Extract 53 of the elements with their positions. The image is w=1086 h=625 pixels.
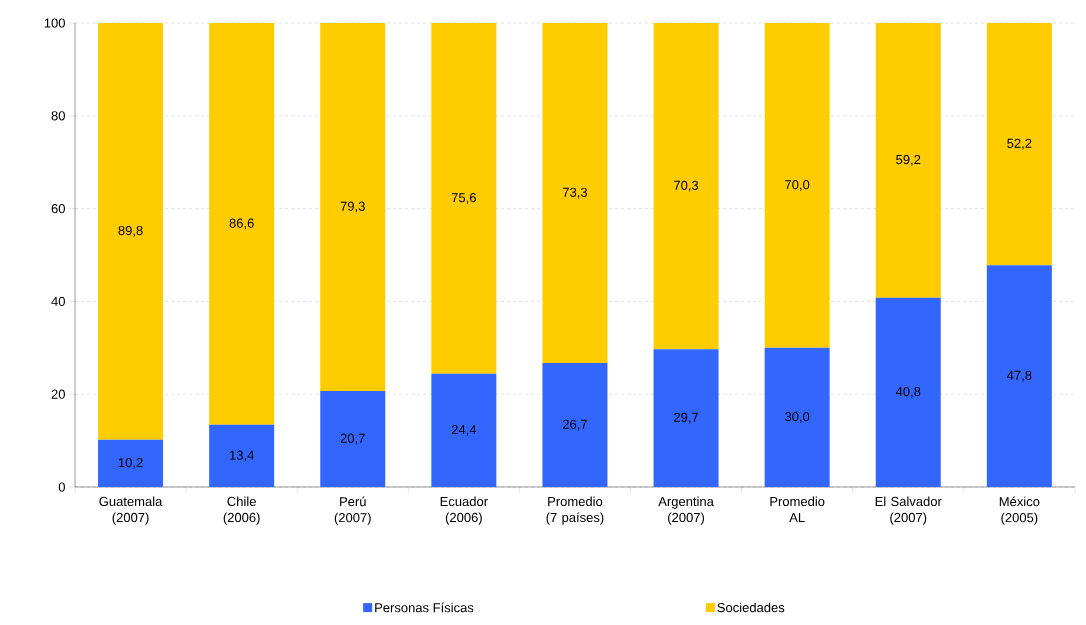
y-tick-label: 100 <box>44 18 65 28</box>
x-tick-label: El Salvador (2007) <box>875 496 942 525</box>
data-label: 26,7 <box>562 419 587 431</box>
data-label: 10,2 <box>118 457 143 469</box>
data-label: 47,8 <box>1007 370 1032 382</box>
data-label: 40,8 <box>895 386 921 398</box>
data-label: 70,3 <box>674 180 699 192</box>
bar <box>431 373 497 487</box>
bar <box>98 439 164 487</box>
data-label: 13,4 <box>229 450 254 462</box>
x-tick-label: Ecuador (2006) <box>440 496 488 525</box>
data-label: 29,7 <box>674 412 699 424</box>
bar <box>209 23 275 425</box>
x-tick-label: Promedio AL <box>770 496 825 522</box>
y-tick-label: 60 <box>51 203 65 214</box>
bar <box>653 23 719 350</box>
data-label: 73,3 <box>562 187 588 199</box>
legend-label: Personas Físicas <box>375 602 474 613</box>
x-tick-label: Perú (2007) <box>334 496 371 525</box>
y-tick-label: 40 <box>51 296 65 306</box>
data-label: 79,3 <box>340 201 365 213</box>
data-label: 52,2 <box>1007 138 1032 150</box>
bar <box>542 363 608 487</box>
x-tick-label: Promedio (7 países) <box>546 496 604 525</box>
bar <box>764 23 830 348</box>
data-label: 59,2 <box>896 154 921 166</box>
bar <box>542 23 608 364</box>
bar <box>875 297 941 487</box>
x-tick-label: México (2005) <box>999 496 1040 525</box>
bar <box>209 424 275 487</box>
bar <box>320 23 386 391</box>
bar <box>431 23 497 374</box>
data-label: 24,4 <box>451 425 477 436</box>
data-label: 86,6 <box>229 218 254 230</box>
data-label: 20,7 <box>340 433 365 445</box>
data-label: 30,0 <box>785 412 810 423</box>
bar <box>98 23 164 440</box>
bar <box>320 390 386 487</box>
bar <box>875 23 941 298</box>
y-tick-label: 20 <box>51 389 65 399</box>
x-tick-label: Chile (2006) <box>223 496 260 525</box>
legend-label: Sociedades <box>717 602 785 613</box>
bar <box>986 265 1052 487</box>
y-tick-label: 0 <box>58 482 65 492</box>
data-label: 75,6 <box>451 193 476 204</box>
bar <box>986 23 1052 266</box>
data-label: 89,8 <box>118 225 143 237</box>
y-tick-label: 80 <box>51 111 65 121</box>
x-tick-label: Argentina (2007) <box>658 496 714 525</box>
data-label: 70,0 <box>785 180 810 191</box>
x-tick-label: Guatemala (2007) <box>99 496 163 525</box>
bar <box>764 347 830 487</box>
bar <box>653 349 719 487</box>
